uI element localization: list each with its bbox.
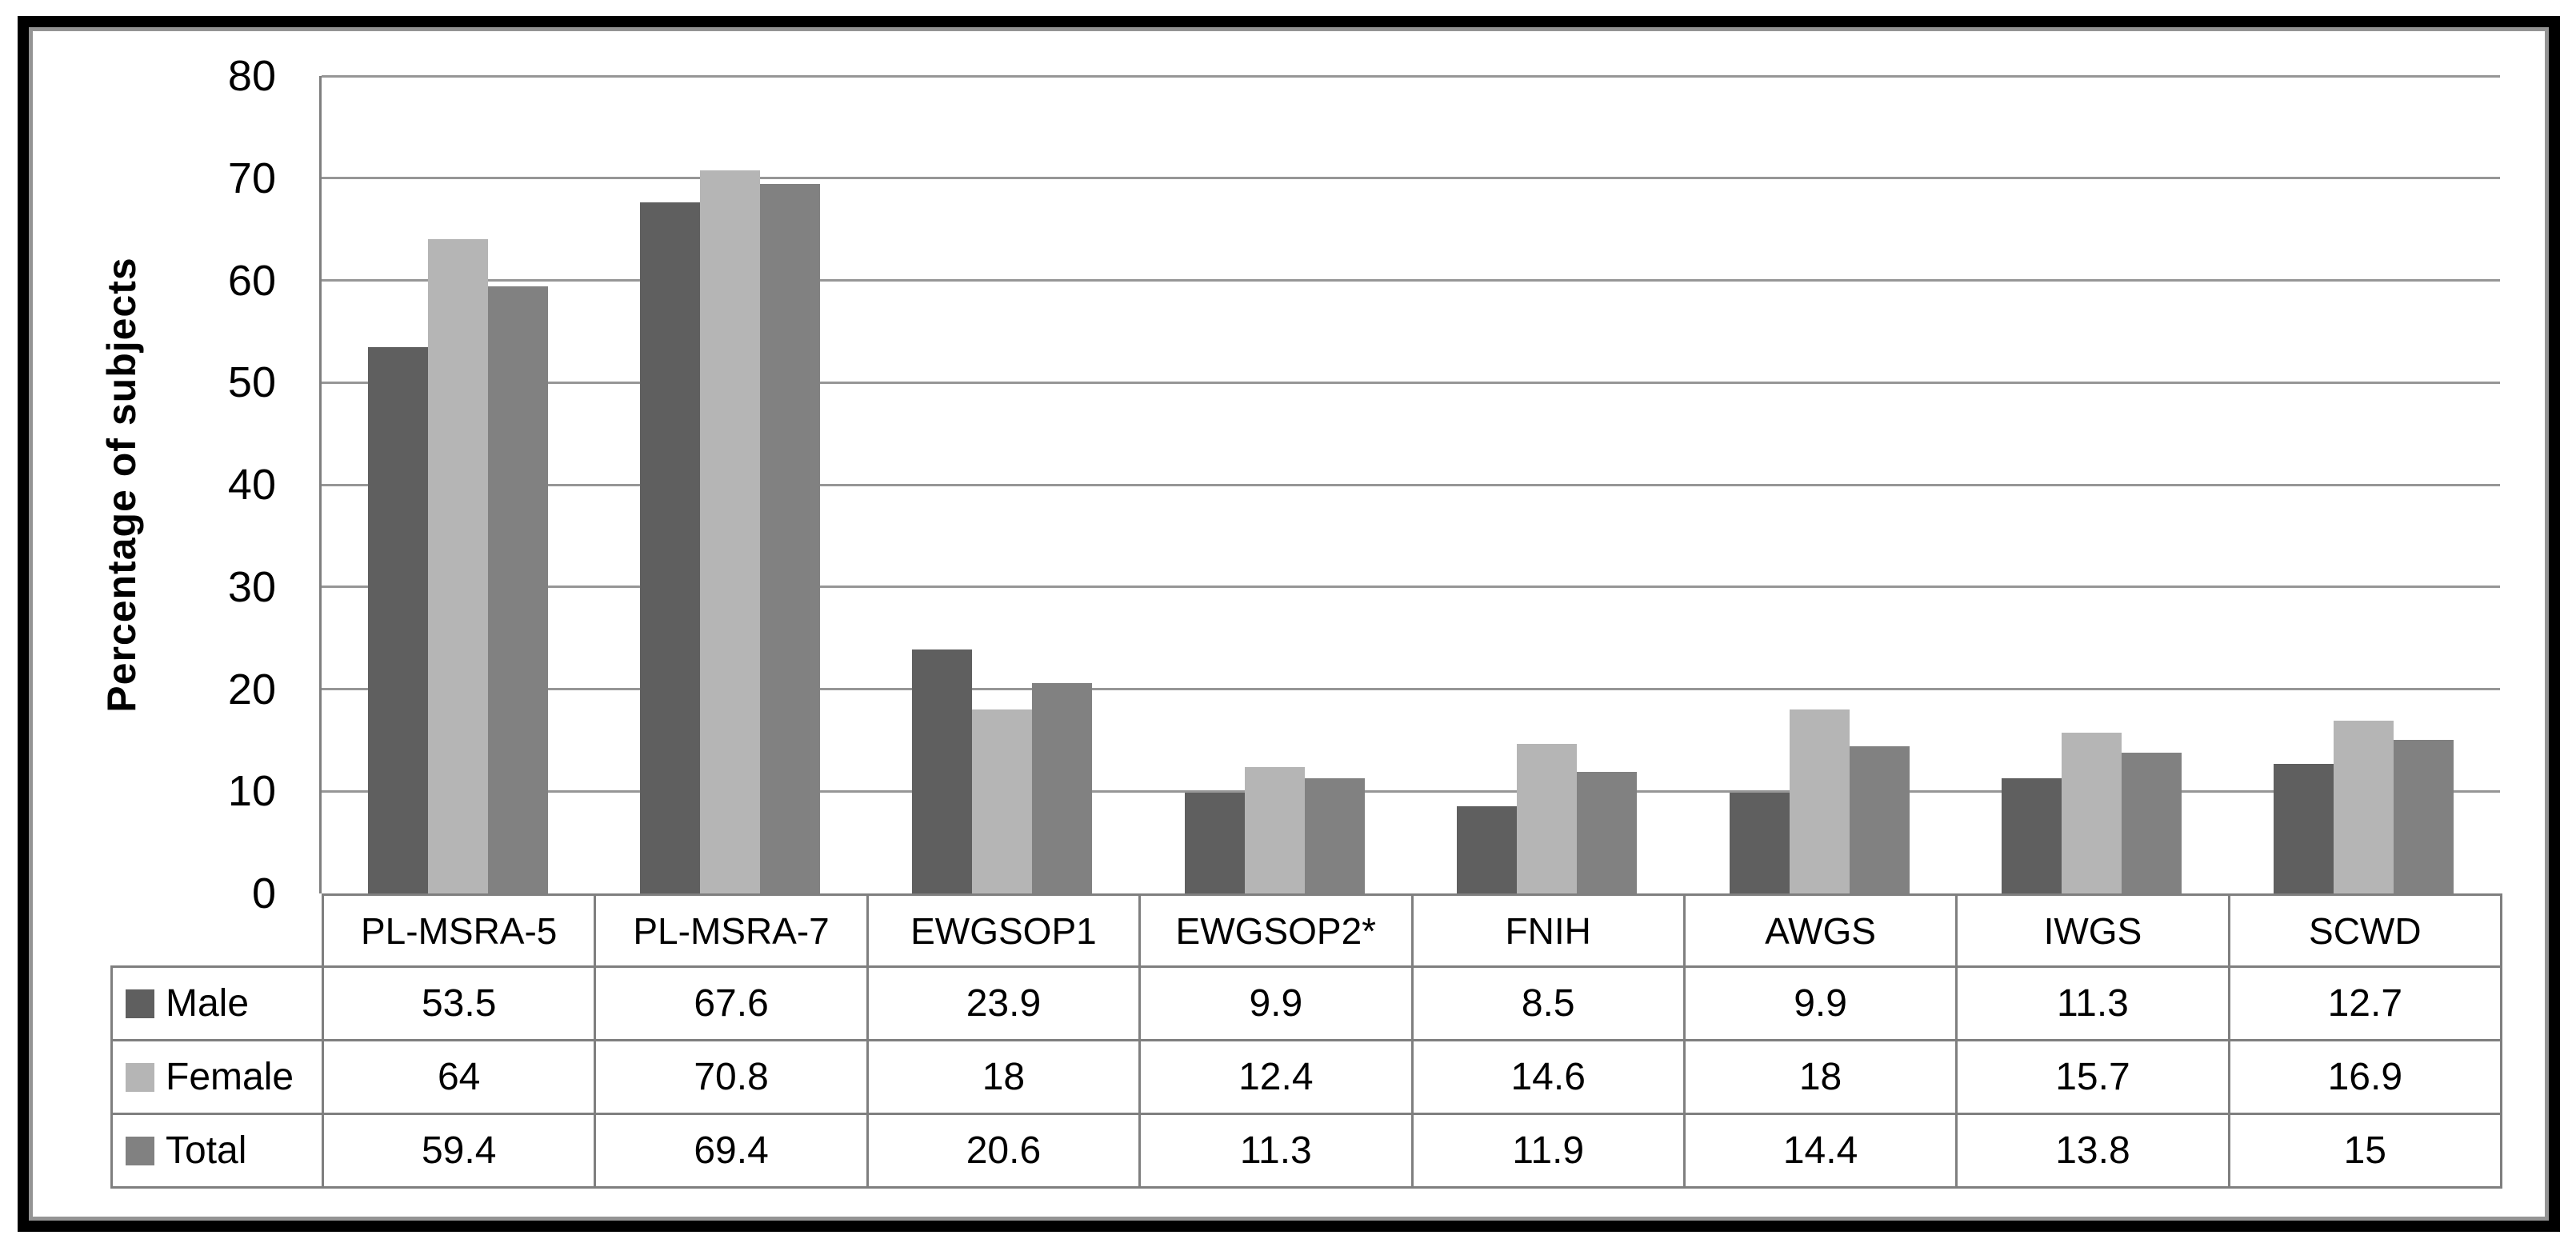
legend-cell-total: Total (110, 1113, 324, 1189)
header-cell-ewgsop1: EWGSOP1 (866, 893, 1142, 968)
value-cell-total-scwd: 15 (2227, 1113, 2503, 1189)
y-tick-label-10: 10 (227, 767, 276, 816)
bar-male-fnih (1457, 806, 1517, 893)
data-table: PL-MSRA-5 PL-MSRA-7 EWGSOP1 EWGSOP2* FNIH AWG… (110, 893, 2503, 1189)
gridline-60 (322, 279, 2500, 282)
gridline-80 (322, 74, 2500, 78)
bar-female-awgs (1790, 709, 1850, 893)
value-cell-male-pl-msra-7: 67.6 (594, 965, 869, 1041)
legend-swatch-female-icon (126, 1062, 154, 1092)
y-tick-label-20: 20 (227, 665, 276, 713)
y-tick-label-60: 60 (227, 256, 276, 305)
legend-cell-male: Male (110, 965, 324, 1041)
bar-male-scwd (2274, 764, 2334, 893)
bar-male-iwgs (2002, 778, 2062, 893)
bar-female-ewgsop1 (972, 709, 1032, 893)
y-tick-label-50: 50 (227, 358, 276, 407)
bar-total-iwgs (2122, 753, 2182, 893)
bar-total-ewgsop1 (1032, 683, 1092, 893)
bar-female-iwgs (2062, 733, 2122, 893)
legend-swatch-total-icon (126, 1136, 154, 1165)
legend-cell-female: Female (110, 1039, 324, 1115)
y-tick-label-30: 30 (227, 562, 276, 611)
gridline-20 (322, 688, 2500, 690)
gridline-10 (322, 789, 2500, 793)
value-cell-male-fnih: 8.5 (1410, 965, 1686, 1041)
value-cell-male-ewgsop1: 23.9 (866, 965, 1142, 1041)
value-cell-female-ewgsop1: 18 (866, 1039, 1142, 1115)
bar-total-scwd (2394, 740, 2454, 893)
legend-label-female: Female (166, 1056, 294, 1098)
gridline-50 (322, 381, 2500, 384)
header-cell-ewgsop2*: EWGSOP2* (1138, 893, 1414, 968)
value-cell-total-pl-msra-7: 69.4 (594, 1113, 869, 1189)
value-cell-male-ewgsop2*: 9.9 (1138, 965, 1414, 1041)
value-cell-female-fnih: 14.6 (1410, 1039, 1686, 1115)
legend-swatch-male-icon (126, 989, 154, 1018)
bar-female-fnih (1517, 744, 1577, 893)
y-tick-label-80: 80 (227, 52, 276, 100)
value-cell-female-awgs: 18 (1682, 1039, 1958, 1115)
value-cell-total-ewgsop2*: 11.3 (1138, 1113, 1414, 1189)
bar-female-pl-msra-5 (428, 239, 488, 893)
table-header-row: PL-MSRA-5 PL-MSRA-7 EWGSOP1 EWGSOP2* FNIH AWG… (112, 893, 2503, 968)
bar-female-pl-msra-7 (700, 170, 760, 893)
value-cell-female-scwd: 16.9 (2227, 1039, 2503, 1115)
header-cell-awgs: AWGS (1682, 893, 1958, 968)
bar-male-ewgsop2* (1185, 793, 1245, 893)
y-tick-label-40: 40 (227, 461, 276, 509)
value-cell-total-iwgs: 13.8 (1955, 1113, 2230, 1189)
value-cell-male-iwgs: 11.3 (1955, 965, 2230, 1041)
bar-male-pl-msra-7 (640, 202, 700, 893)
value-cell-female-pl-msra-7: 70.8 (594, 1039, 869, 1115)
gridline-40 (322, 483, 2500, 486)
legend-label-total: Total (166, 1129, 247, 1172)
bar-total-awgs (1850, 746, 1910, 893)
bar-total-ewgsop2* (1305, 778, 1365, 893)
bar-total-pl-msra-7 (760, 184, 820, 893)
value-cell-female-iwgs: 15.7 (1955, 1039, 2230, 1115)
header-cell-iwgs: IWGS (1955, 893, 2230, 968)
value-cell-female-pl-msra-5: 64 (321, 1039, 597, 1115)
header-cell-pl-msra-5: PL-MSRA-5 (321, 893, 597, 968)
header-cell-scwd: SCWD (2227, 893, 2503, 968)
value-cell-female-ewgsop2*: 12.4 (1138, 1039, 1414, 1115)
bar-male-pl-msra-5 (368, 347, 428, 893)
table-row-total: Total 59.4 69.4 20.6 11.3 11.9 14.4 13.8 15 (110, 1113, 2503, 1189)
value-cell-male-pl-msra-5: 53.5 (321, 965, 597, 1041)
bar-total-fnih (1577, 772, 1637, 893)
value-cell-total-ewgsop1: 20.6 (866, 1113, 1142, 1189)
y-tick-label-0: 0 (251, 869, 276, 917)
y-tick-label-70: 70 (227, 154, 276, 202)
table-corner-cell (112, 895, 323, 967)
bar-female-scwd (2334, 721, 2394, 893)
header-cell-pl-msra-7: PL-MSRA-7 (594, 893, 869, 968)
value-cell-total-fnih: 11.9 (1410, 1113, 1686, 1189)
gridline-70 (322, 177, 2500, 180)
bar-male-ewgsop1 (912, 649, 972, 893)
value-cell-total-awgs: 14.4 (1682, 1113, 1958, 1189)
legend-label-male: Male (166, 982, 250, 1025)
plot-area (319, 74, 2500, 893)
bar-male-awgs (1730, 793, 1790, 893)
table-row-female: Female 64 70.8 18 12.4 14.6 18 15.7 16.9 (110, 1039, 2503, 1115)
bar-total-pl-msra-5 (488, 286, 548, 893)
table-row-male: Male 53.5 67.6 23.9 9.9 8.5 9.9 11.3 12.7 (110, 965, 2503, 1041)
value-cell-male-scwd: 12.7 (2227, 965, 2503, 1041)
bar-female-ewgsop2* (1245, 767, 1305, 893)
value-cell-total-pl-msra-5: 59.4 (321, 1113, 597, 1189)
gridline-30 (322, 586, 2500, 589)
value-cell-male-awgs: 9.9 (1682, 965, 1958, 1041)
header-cell-fnih: FNIH (1410, 893, 1686, 968)
